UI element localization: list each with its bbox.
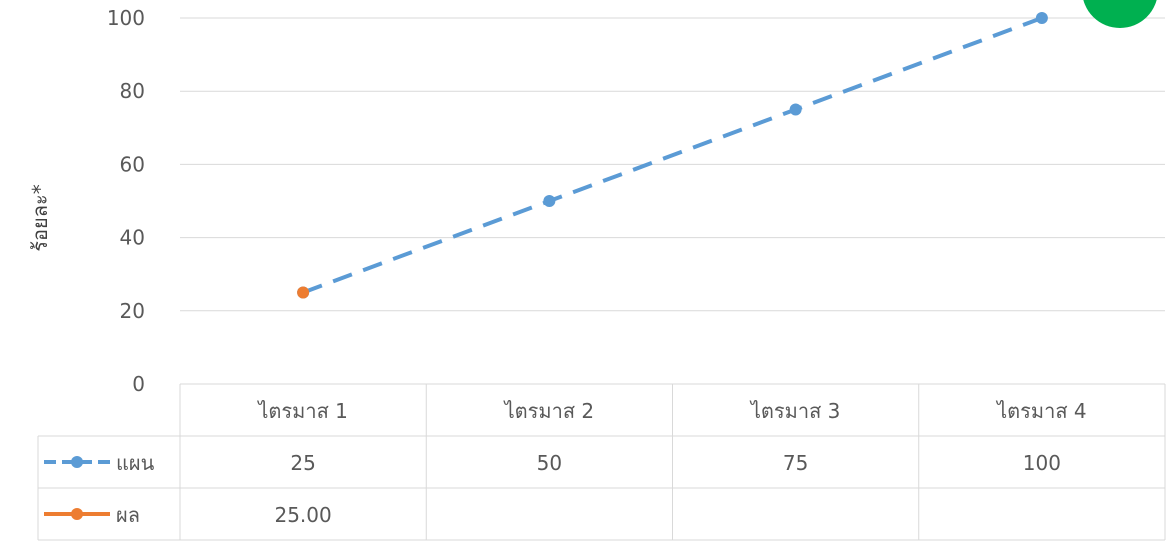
legend-key-marker — [71, 456, 83, 468]
y-tick-label: 0 — [132, 372, 145, 396]
series-line — [302, 16, 1043, 295]
y-tick-label: 80 — [120, 79, 145, 103]
x-category-label: ไตรมาส 4 — [995, 399, 1087, 423]
y-tick-label: 20 — [120, 299, 145, 323]
x-category-label: ไตรมาส 3 — [749, 399, 841, 423]
table-value-cell: 75 — [783, 451, 808, 475]
gridlines — [180, 17, 1165, 385]
data-point — [789, 103, 802, 116]
y-tick-label: 60 — [120, 152, 145, 176]
status-indicator-circle — [1083, 0, 1157, 28]
table-value-cell: 50 — [537, 451, 562, 475]
y-tick-label: 100 — [107, 6, 145, 30]
y-tick-label: 40 — [120, 226, 145, 250]
x-category-label: ไตรมาส 2 — [503, 399, 595, 423]
legend-series-name: ผล — [116, 503, 140, 527]
data-table: ไตรมาส 1 ไตรมาส 2 ไตรมาส 3 ไตรมาส 4 แผน 25 50 7… — [37, 383, 1166, 541]
data-point — [297, 286, 310, 299]
series-layer — [297, 12, 1048, 299]
table-value-cell: 100 — [1023, 451, 1061, 475]
y-axis-ticks: 0 20 40 60 80 100 — [107, 6, 145, 396]
table-value-cell: 25.00 — [274, 503, 331, 527]
legend-series-name: แผน — [116, 451, 155, 475]
x-category-label: ไตรมาส 1 — [256, 399, 348, 423]
data-point — [543, 195, 556, 207]
legend-key-marker — [71, 508, 83, 520]
data-point — [1035, 12, 1048, 24]
y-axis-label: ร้อยละ* — [28, 184, 52, 251]
table-value-cell: 25 — [290, 451, 315, 475]
